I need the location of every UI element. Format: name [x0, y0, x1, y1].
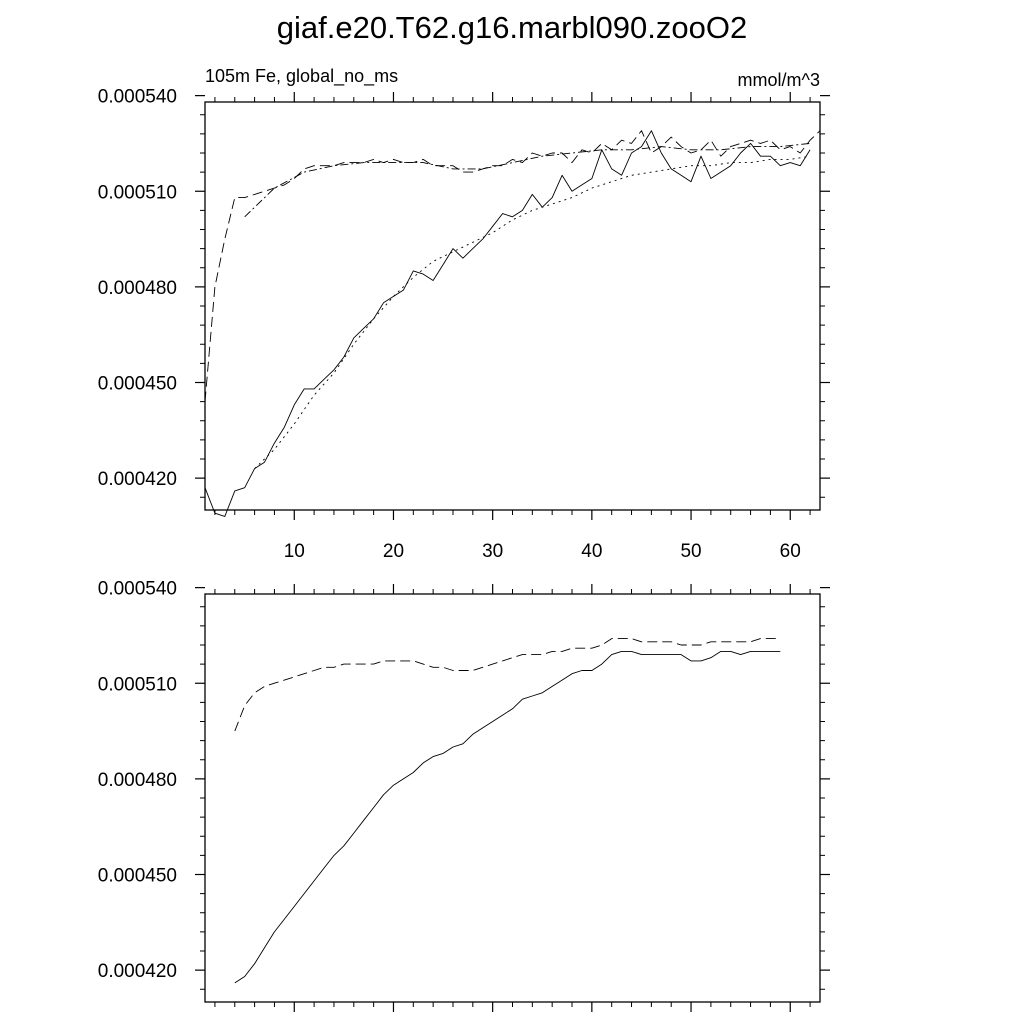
y-tick-label: 0.000420 [98, 961, 177, 982]
y-tick-label: 0.000510 [98, 182, 177, 203]
x-tick-label: 60 [780, 541, 801, 562]
top-panel: 10 20 30 40 50 60 0.000420 0.000450 0.000480 0.00… [98, 66, 830, 562]
series-line-solid [204, 130, 811, 517]
x-tick-label: 30 [482, 541, 503, 562]
x-tick-label: 40 [581, 541, 602, 562]
series-line-dashdot [244, 142, 811, 218]
series-line-dashed [204, 130, 821, 402]
y-tick-label: 0.000450 [98, 866, 177, 887]
y-tick-label: 0.000420 [98, 469, 177, 490]
y-tick-label: 0.000480 [98, 770, 177, 791]
series-line-solid [234, 650, 781, 984]
left-subtitle: 105m Fe, global_no_ms [205, 66, 398, 87]
units-label: mmol/m^3 [738, 70, 820, 90]
y-tick-label: 0.000480 [98, 278, 177, 299]
chart-title: giaf.e20.T62.g16.marbl090.zooO2 [277, 10, 747, 45]
y-tick-label: 0.000450 [98, 374, 177, 395]
y-tick-label: 0.000510 [98, 674, 177, 695]
x-tick-label: 50 [680, 541, 701, 562]
x-tick-label: 10 [284, 541, 305, 562]
y-tick-label: 0.000540 [98, 579, 177, 600]
bottom-panel: 0.000420 0.000450 0.000480 0.000510 0.000540 [98, 579, 830, 1012]
y-tick-label: 0.000540 [98, 87, 177, 108]
series-line-dotted [254, 155, 811, 469]
series-line-dashed [234, 638, 781, 732]
plot-frame [204, 593, 821, 1003]
x-tick-label: 20 [383, 541, 404, 562]
